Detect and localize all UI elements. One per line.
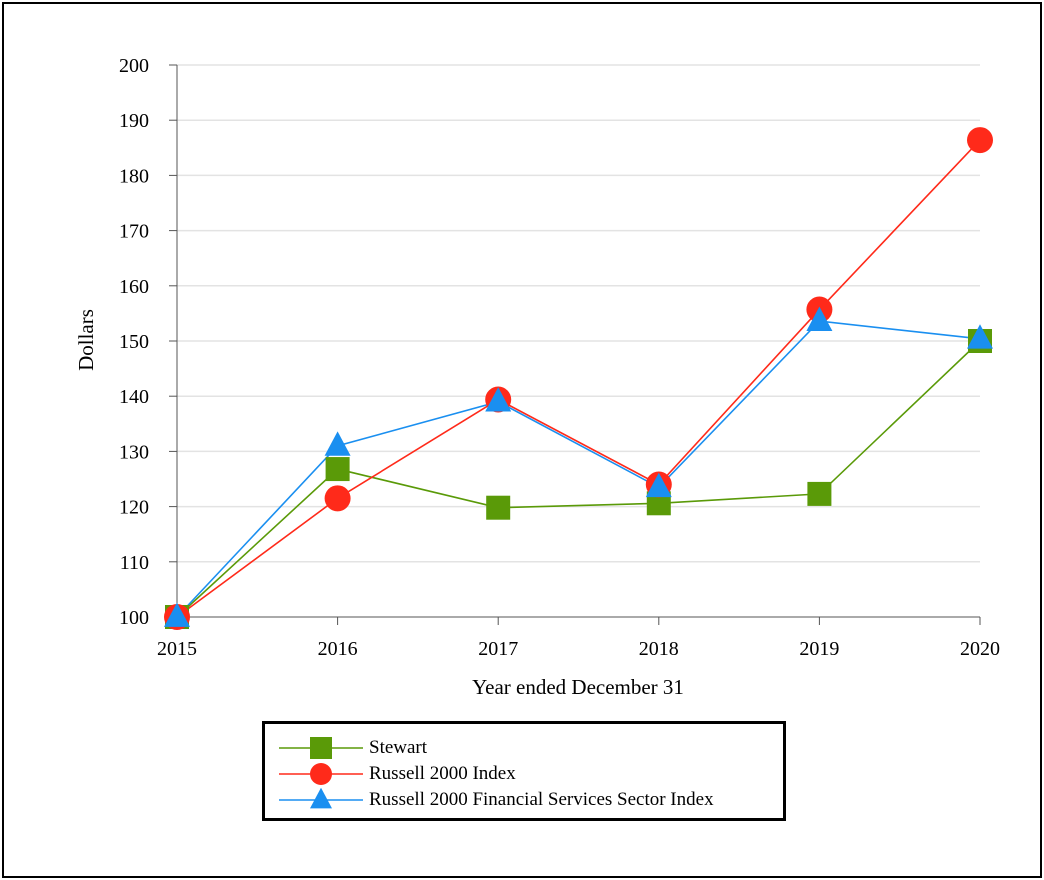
square-marker [646,491,671,516]
y-tick-label: 170 [119,221,149,243]
series-0-markers [165,329,992,629]
legend-swatch [279,763,363,785]
triangle-marker [164,602,190,627]
square-marker [807,481,832,506]
y-tick-label: 140 [119,386,149,408]
legend-label: Russell 2000 Index [369,763,516,784]
y-tick-label: 200 [119,55,149,77]
triangle-marker [645,472,672,498]
series-2-markers [164,306,993,627]
triangle-marker [310,788,332,809]
series-2-group [176,320,981,618]
legend-swatch [279,737,363,759]
series-1-markers [164,127,993,630]
series-lines [164,127,993,630]
triangle-marker [806,306,833,331]
x-axis-label: Year ended December 31 [472,675,684,699]
legend-item: Russell 2000 Index [265,762,783,786]
circle-marker [967,127,993,154]
legend-item: Stewart [265,736,783,760]
circle-marker [324,485,351,512]
y-tick-label: 110 [120,552,149,574]
square-marker [325,457,350,482]
legend-item: Russell 2000 Financial Services Sector I… [265,788,783,812]
x-tick-label: 2015 [157,638,197,660]
x-tick-label: 2017 [478,638,518,660]
x-tick-labels: 2015 2016 2017 2018 2019 2020 [157,638,1000,660]
y-tick-label: 150 [119,331,149,353]
x-tick-label: 2018 [639,638,679,660]
triangle-marker [485,387,512,412]
y-tick-label: 160 [119,276,149,298]
y-tick-labels: 100 110 120 130 140 150 160 170 180 190 200 [119,55,149,629]
y-tick-label: 190 [119,110,149,132]
y-tick-label: 100 [119,607,149,629]
y-tick-label: 180 [119,165,149,187]
series-line [176,139,981,618]
series-0-group [176,340,981,618]
legend-label: Stewart [369,737,428,758]
circle-marker [310,763,332,785]
series-1-group [176,139,981,618]
triangle-marker [324,431,351,456]
y-axis-label: Dollars [74,309,98,371]
axes [169,64,981,625]
x-tick-label: 2016 [318,638,358,660]
square-marker [486,495,511,520]
y-tick-label: 120 [119,497,149,519]
x-tick-label: 2019 [799,638,839,660]
legend-swatch [279,788,363,809]
legend: Stewart Russell 2000 Index Russell 2000 Fi… [262,721,786,821]
series-line [176,320,981,618]
series-line [176,340,981,618]
gridlines [177,64,980,563]
square-marker [310,737,332,759]
legend-label: Russell 2000 Financial Services Sector I… [369,789,714,810]
x-tick-label: 2020 [960,638,1000,660]
y-tick-label: 130 [119,441,149,463]
triangle-marker [967,324,993,349]
